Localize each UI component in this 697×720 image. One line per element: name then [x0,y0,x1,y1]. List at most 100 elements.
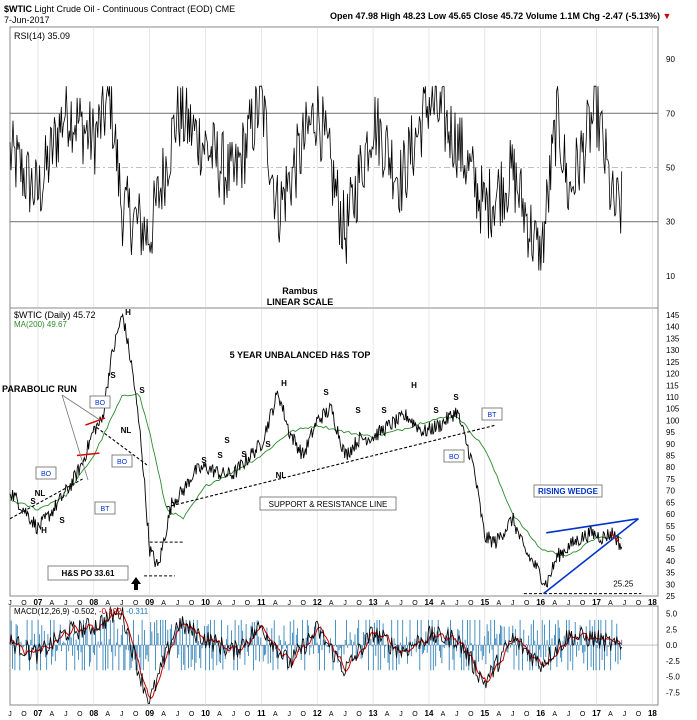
macd-tick-label: -2.5 [666,657,680,666]
pattern-letter: S [265,440,271,449]
pattern-letter: S [201,456,207,465]
pattern-letter: NL [276,471,287,480]
month-label: J [567,711,571,718]
month-label: J [623,600,627,607]
month-label: O [133,711,139,718]
month-label: O [301,711,307,718]
callout-label: BT [101,506,111,513]
price-tick-label: 70 [666,487,675,496]
price-tick-label: 45 [666,545,675,554]
year-label: 09 [145,709,154,718]
callout-label: BO [449,454,460,461]
year-label: 13 [369,598,378,607]
month-label: J [343,711,347,718]
year-label: 07 [33,709,42,718]
month-label: A [385,711,390,718]
callout-box [89,395,111,409]
price-tick-label: 75 [666,475,675,484]
callout-box [94,501,116,515]
rsi-tick-label: 10 [666,272,675,281]
macd-legend-name: MACD(12,26,9) [14,607,72,616]
price-tick-label: 30 [666,580,675,589]
price-tick-label: 135 [666,334,680,343]
macd-legend: MACD(12,26,9) -0.502, -0.192, -0.311 [14,607,149,616]
po-label: H&S PO 33.61 [62,569,115,578]
year-label: 16 [536,709,545,718]
month-label: A [105,711,110,718]
callout-label: BT [488,412,498,419]
rsi-watermark-1: Rambus [282,286,318,296]
year-label: 08 [89,598,98,607]
month-label: A [105,600,110,607]
price-legend: $WTIC (Daily) 45.72 [14,310,96,320]
callout-box [35,466,57,480]
pattern-letter: S [381,406,387,415]
month-label: J [455,711,459,718]
chg-down-icon: ▼ [662,11,672,21]
month-label: A [161,711,166,718]
month-label: J [288,600,292,607]
month-label: A [50,711,55,718]
month-label: O [189,600,195,607]
month-label: O [21,600,27,607]
header-exchange: CME [215,4,236,14]
pattern-letter: S [241,450,247,459]
year-label: 17 [592,598,601,607]
price-tick-label: 80 [666,463,675,472]
month-label: J [511,711,515,718]
month-label: A [552,600,557,607]
month-label: A [608,711,613,718]
wedge-lower-line [542,518,639,595]
header-stats-text: Open 47.98 High 48.23 Low 45.65 Close 45… [330,11,660,21]
price-tick-label: 110 [666,393,679,402]
month-label: O [636,711,642,718]
header-name: Light Crude Oil - Continuous Contract (E… [34,4,213,14]
month-label: A [329,600,334,607]
pattern-letter: S [139,386,145,395]
month-label: A [161,600,166,607]
month-label: J [623,711,627,718]
rsi-line [9,85,623,271]
year-label: 13 [369,709,378,718]
price-tick-label: 105 [666,405,680,414]
macd-tick-label: -5.0 [666,673,680,682]
price-tick-label: 120 [666,370,680,379]
month-label: O [412,711,418,718]
year-label: 08 [89,709,98,718]
macd-frame [9,605,659,706]
price-tick-label: 25 [666,592,675,601]
macd-line [9,605,623,705]
year-label: 17 [592,709,601,718]
price-tick-label: 85 [666,452,675,461]
year-label: 11 [257,709,266,718]
month-label: J [8,600,12,607]
x-axis: J O 07 A J O 08 A J O 09 A J O 10 A J O 11 A J O 12 A J O 13 A J O 14 A… [8,598,657,718]
month-label: O [636,600,642,607]
year-label: 09 [145,598,154,607]
rsi-tick-label: 70 [666,109,675,118]
po-label-box [47,565,129,581]
header-date: 7-Jun-2017 [4,15,50,25]
month-label: J [511,600,515,607]
year-label: 12 [313,598,322,607]
neckline-07 [9,478,83,520]
year-label: 15 [480,709,489,718]
year-label: 12 [313,709,322,718]
macd-tick-label: 0.0 [666,641,678,650]
pattern-letter: S [59,516,65,525]
wedge-upper-line [546,517,639,534]
price-tick-label: 115 [666,381,679,390]
header-symbol: $WTIC [4,4,32,14]
rsi-tick-label: 30 [666,218,675,227]
month-label: O [468,711,474,718]
month-label: J [64,711,68,718]
rsi-tick-label: 50 [666,164,675,173]
support-label: SUPPORT & RESISTANCE LINE [269,500,388,509]
month-label: J [120,711,124,718]
month-label: O [245,600,251,607]
month-label: O [580,600,586,607]
pattern-letter: H [125,308,131,317]
price-tick-label: 40 [666,557,675,566]
